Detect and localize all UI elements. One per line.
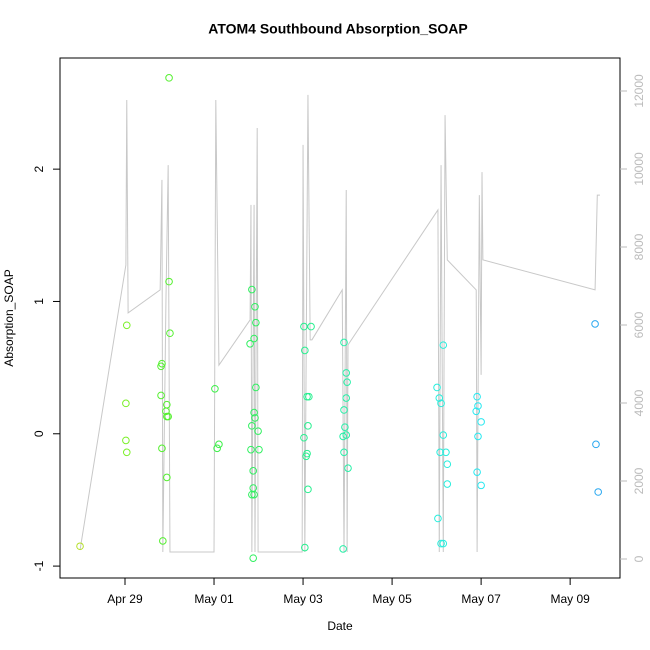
point [342, 369, 351, 377]
y2-tick-label: 2000 [632, 467, 646, 494]
point [443, 480, 452, 488]
point [157, 391, 165, 400]
point [443, 460, 452, 469]
point [76, 542, 84, 551]
point [340, 448, 348, 457]
point [163, 400, 171, 409]
point [435, 394, 444, 402]
point [251, 414, 259, 422]
point [343, 378, 351, 386]
point [302, 452, 310, 461]
y2-tick-label: 0 [632, 555, 646, 562]
y-tick-label: 2 [32, 165, 46, 172]
x-axis-label: Date [327, 619, 353, 633]
y-tick-label: -1 [32, 560, 46, 571]
y2-tick-label: 6000 [632, 311, 646, 338]
point [300, 433, 308, 442]
point [477, 418, 485, 426]
point [591, 320, 599, 328]
point [301, 346, 309, 355]
point [439, 341, 448, 349]
point [215, 440, 223, 449]
y-tick-label: 0 [32, 430, 46, 437]
point [248, 422, 256, 430]
point [250, 490, 258, 499]
point [165, 74, 173, 82]
point [342, 431, 351, 439]
point [437, 399, 445, 408]
x-tick-label: Apr 29 [107, 592, 143, 606]
point [340, 338, 348, 347]
point [166, 329, 174, 338]
point [477, 481, 485, 490]
y-tick-label: 1 [32, 298, 46, 305]
point [340, 406, 348, 414]
point [442, 448, 450, 457]
y-axis-label: Absorption_SOAP [2, 269, 16, 366]
point [247, 445, 255, 454]
x-tick-label: May 07 [461, 592, 501, 606]
point [248, 285, 256, 294]
point [473, 392, 481, 401]
point [122, 436, 130, 445]
point [249, 554, 257, 562]
point [246, 340, 254, 348]
point [434, 514, 442, 523]
point [305, 392, 313, 401]
point [159, 537, 167, 545]
point [439, 431, 448, 439]
point [252, 383, 260, 392]
point [472, 407, 481, 416]
x-tick-label: May 01 [194, 592, 234, 606]
point [251, 302, 259, 311]
point [594, 488, 602, 496]
point [301, 543, 309, 552]
point [122, 399, 130, 408]
altitude-line [79, 94, 600, 553]
point [339, 545, 347, 553]
point [341, 423, 349, 431]
point [252, 318, 260, 327]
point [439, 539, 448, 548]
point [474, 432, 482, 441]
y2-tick-label: 10000 [632, 152, 646, 186]
point [342, 394, 351, 402]
point [163, 473, 171, 482]
point [307, 322, 315, 331]
point [249, 467, 257, 475]
point [248, 490, 256, 499]
x-tick-label: May 05 [372, 592, 412, 606]
point [474, 402, 482, 410]
x-tick-label: May 09 [550, 592, 590, 606]
x-tick-label: May 03 [283, 592, 323, 606]
point [436, 448, 444, 457]
point [592, 440, 600, 449]
y2-tick-label: 8000 [632, 233, 646, 260]
point [158, 359, 166, 368]
point [437, 539, 445, 548]
point [300, 322, 308, 331]
point [250, 334, 258, 343]
point [304, 422, 312, 430]
point [158, 444, 166, 453]
point [211, 384, 219, 393]
point [122, 321, 131, 330]
point [255, 445, 263, 454]
point [213, 444, 221, 453]
point [165, 277, 173, 286]
point [433, 383, 441, 392]
point [254, 427, 262, 435]
point [250, 408, 258, 417]
point [344, 464, 352, 472]
point [473, 468, 481, 476]
point [164, 412, 172, 421]
y2-tick-label: 12000 [632, 74, 646, 108]
point [122, 448, 131, 457]
plot-frame [59, 57, 621, 579]
point [304, 485, 312, 494]
y2-tick-label: 4000 [632, 389, 646, 416]
chart-title: ATOM4 Southbound Absorption_SOAP [208, 21, 468, 37]
